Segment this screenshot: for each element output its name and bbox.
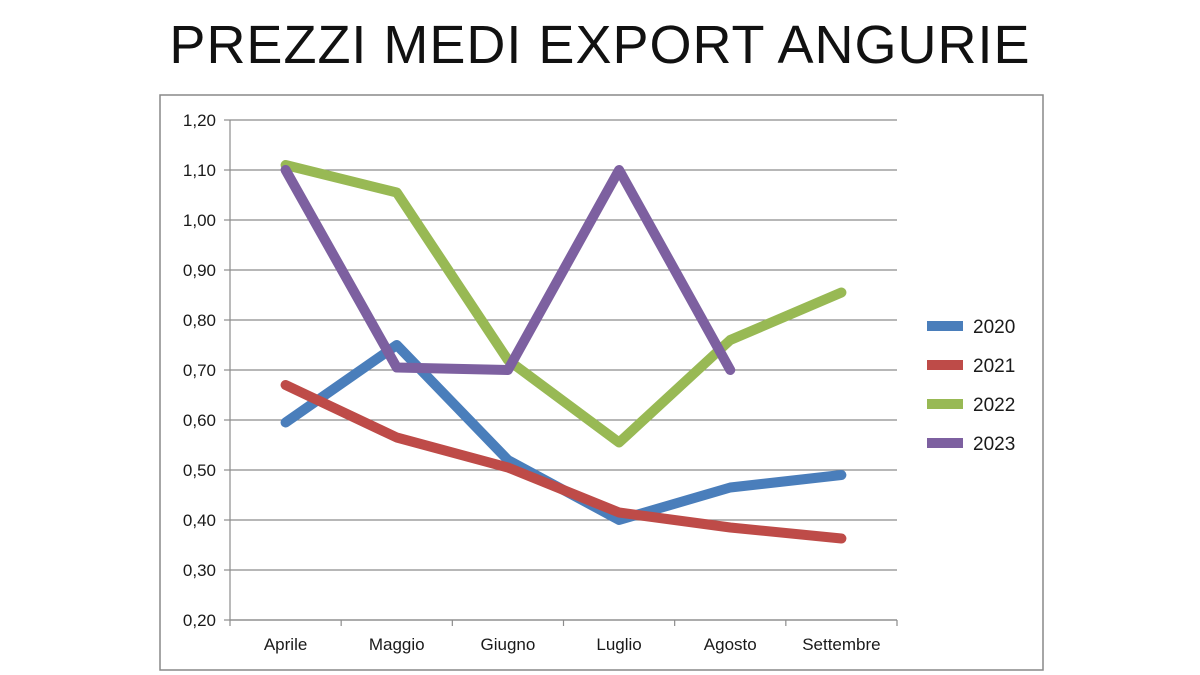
y-tick-label: 1,20 <box>183 111 216 130</box>
y-tick-label: 1,10 <box>183 161 216 180</box>
y-tick-label: 0,30 <box>183 561 216 580</box>
y-tick-label: 0,50 <box>183 461 216 480</box>
chart-border <box>159 94 1044 671</box>
x-tick-label: Maggio <box>369 635 425 654</box>
series-line-2022 <box>280 160 847 448</box>
legend-label-2021: 2021 <box>973 356 1015 377</box>
legend-label-2023: 2023 <box>973 434 1015 455</box>
y-axis-tick-labels: 0,20 0,30 0,40 0,50 0,60 0,70 0,80 0,90 1,00 1,10… <box>183 111 216 630</box>
x-tick-label: Settembre <box>802 635 880 654</box>
series-line-2023 <box>280 165 736 375</box>
chart-title: PREZZI MEDI EXPORT ANGURIE <box>169 15 1031 75</box>
axes <box>229 120 898 626</box>
legend-label-2022: 2022 <box>973 395 1015 416</box>
y-tick-label: 0,20 <box>183 611 216 630</box>
x-tick-label: Agosto <box>704 635 757 654</box>
y-tick-label: 1,00 <box>183 211 216 230</box>
y-tick-label: 0,80 <box>183 311 216 330</box>
y-tick-label: 0,70 <box>183 361 216 380</box>
x-tick-label: Aprile <box>264 635 307 654</box>
y-tick-label: 0,90 <box>183 261 216 280</box>
series-lines <box>280 160 847 544</box>
legend: 2020 2021 2022 2023 <box>927 317 1015 455</box>
legend-label-2020: 2020 <box>973 317 1015 338</box>
x-axis-tick-labels: Aprile Maggio Giugno Luglio Agosto Settembre <box>264 635 881 654</box>
x-tick-label: Giugno <box>481 635 536 654</box>
series-line-2021 <box>280 380 847 544</box>
x-tick-label: Luglio <box>596 635 641 654</box>
y-tick-label: 0,40 <box>183 511 216 530</box>
y-tick-label: 0,60 <box>183 411 216 430</box>
